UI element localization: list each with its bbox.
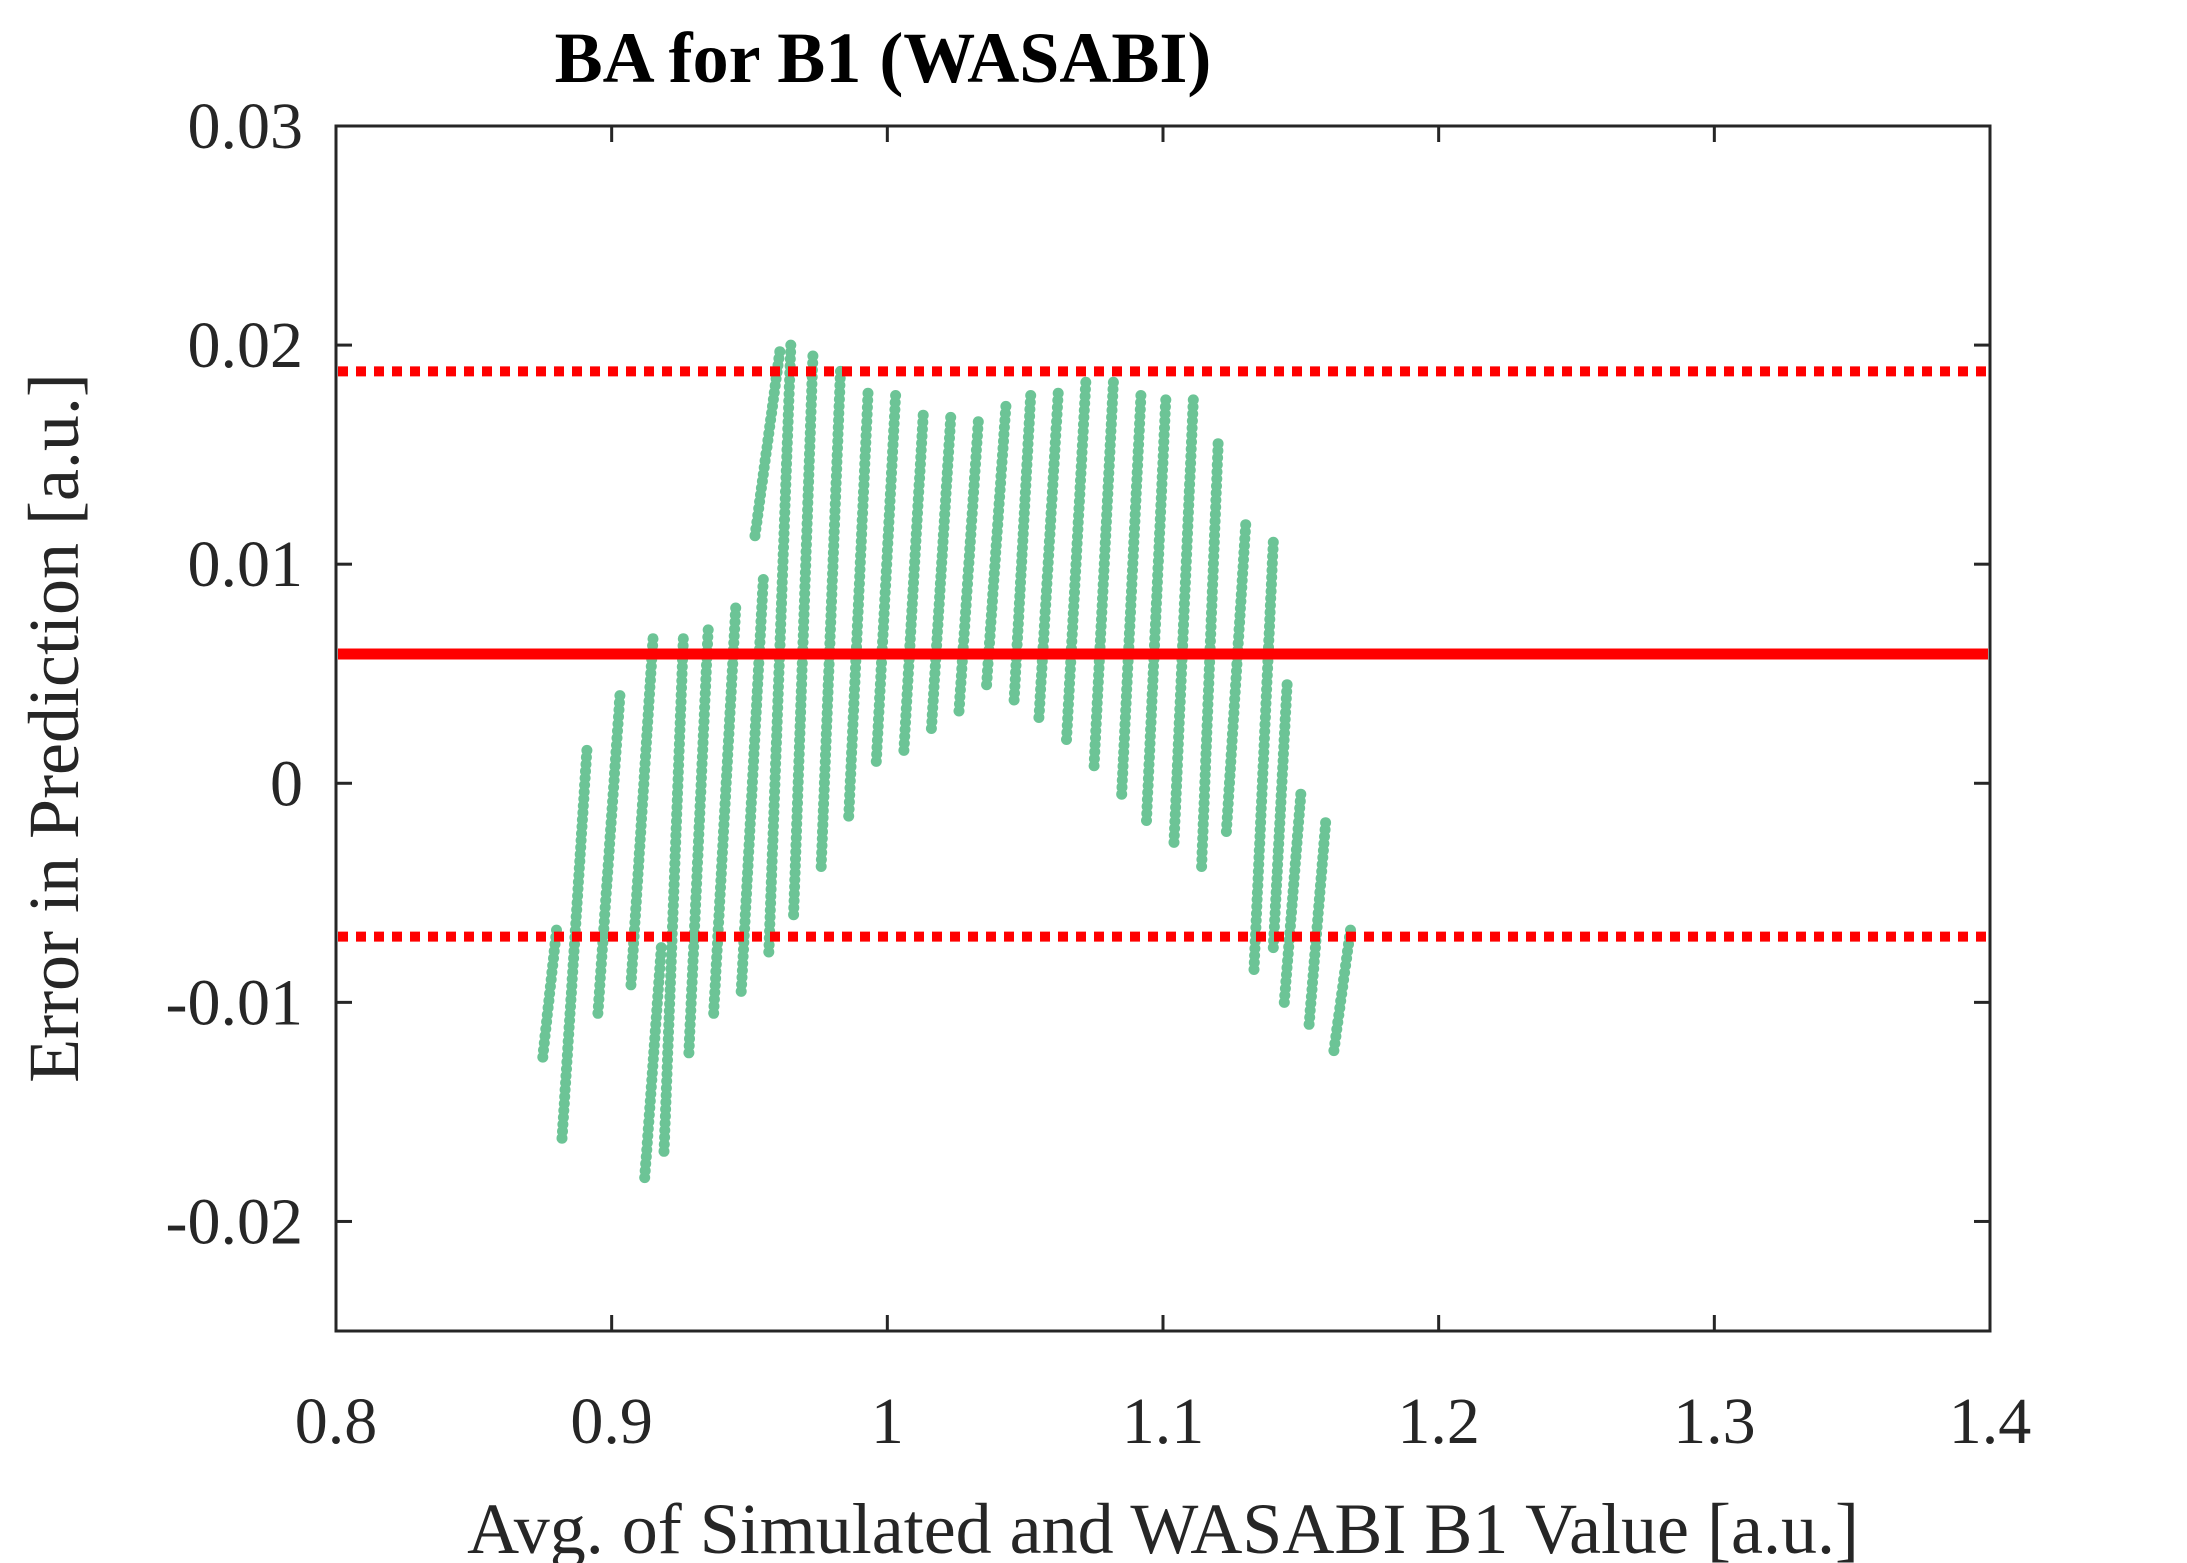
point-strand bbox=[1328, 924, 1356, 1057]
data-point bbox=[1320, 817, 1332, 829]
y-tick-label: 0.01 bbox=[188, 528, 304, 601]
y-tick-label: -0.02 bbox=[166, 1185, 303, 1258]
data-point bbox=[1267, 536, 1279, 548]
data-point bbox=[677, 633, 689, 645]
data-point bbox=[757, 574, 769, 585]
data-point bbox=[1160, 394, 1172, 406]
x-tick-label: 1.2 bbox=[1397, 1385, 1480, 1458]
x-axis-label: Avg. of Simulated and WASABI B1 Value [a… bbox=[467, 1489, 1859, 1563]
point-strand bbox=[1303, 817, 1332, 1030]
data-point bbox=[890, 390, 902, 401]
y-tick-label: 0.03 bbox=[188, 90, 304, 163]
point-strand bbox=[981, 400, 1012, 691]
data-point bbox=[1240, 519, 1252, 531]
data-point bbox=[614, 690, 626, 702]
point-strand bbox=[556, 744, 593, 1144]
data-point bbox=[647, 633, 659, 645]
point-strand bbox=[658, 633, 689, 1157]
data-point bbox=[730, 602, 742, 614]
data-point bbox=[1295, 788, 1307, 800]
x-tick-label: 0.8 bbox=[295, 1385, 378, 1458]
point-strand bbox=[1116, 390, 1147, 800]
reference-lines bbox=[338, 366, 1988, 942]
point-strand bbox=[953, 416, 984, 717]
data-point bbox=[581, 744, 593, 756]
point-strand bbox=[592, 690, 626, 1019]
point-strand bbox=[1088, 376, 1119, 772]
x-tick-label: 1 bbox=[871, 1385, 904, 1458]
y-axis-label: Error in Prediction [a.u.] bbox=[14, 373, 94, 1083]
point-strand bbox=[683, 624, 714, 1059]
y-tick-label: 0 bbox=[270, 747, 303, 820]
x-tick-label: 1.4 bbox=[1949, 1385, 2032, 1458]
point-strand bbox=[925, 411, 957, 734]
data-point bbox=[1025, 390, 1037, 401]
data-point bbox=[1187, 394, 1199, 406]
data-point bbox=[1281, 679, 1293, 691]
y-tick-label: -0.01 bbox=[166, 966, 303, 1039]
chart-title: BA for B1 (WASABI) bbox=[555, 18, 1212, 98]
point-strand bbox=[1033, 387, 1064, 723]
x-axis-ticks: 0.8 0.9 1 1.1 1.2 1.3 1.4 bbox=[295, 126, 2032, 1458]
data-points bbox=[537, 339, 1356, 1184]
x-tick-label: 1.1 bbox=[1122, 1385, 1205, 1458]
point-strand bbox=[708, 602, 742, 1019]
point-strand bbox=[870, 390, 902, 767]
y-axis-ticks: -0.02 -0.01 0 0.01 0.02 0.03 bbox=[166, 90, 1990, 1258]
point-strand bbox=[537, 924, 562, 1063]
data-point bbox=[972, 416, 984, 428]
data-point bbox=[945, 411, 957, 423]
point-strand bbox=[843, 387, 874, 822]
point-strand bbox=[1061, 376, 1092, 745]
point-strand bbox=[1008, 390, 1037, 706]
data-point bbox=[862, 387, 874, 399]
point-strand bbox=[1278, 788, 1307, 1008]
point-strand bbox=[763, 339, 797, 958]
data-point bbox=[1212, 438, 1224, 450]
data-point bbox=[1000, 400, 1012, 412]
point-strand bbox=[1220, 519, 1252, 837]
x-tick-label: 0.9 bbox=[570, 1385, 653, 1458]
point-strand bbox=[815, 365, 846, 872]
data-point bbox=[655, 942, 667, 954]
data-point bbox=[1052, 387, 1064, 399]
point-strand bbox=[1168, 394, 1199, 848]
data-point bbox=[774, 346, 786, 358]
data-point bbox=[1135, 390, 1147, 401]
point-strand bbox=[1267, 679, 1293, 954]
point-strand bbox=[898, 409, 929, 756]
point-strand bbox=[788, 350, 819, 921]
x-tick-label: 1.3 bbox=[1673, 1385, 1756, 1458]
plot-frame bbox=[334, 124, 1992, 1333]
y-tick-label: 0.02 bbox=[188, 309, 304, 382]
data-point bbox=[807, 350, 819, 362]
data-point bbox=[1107, 376, 1119, 388]
data-point bbox=[785, 339, 797, 351]
data-point bbox=[1080, 376, 1092, 388]
data-point bbox=[702, 624, 714, 636]
point-strand bbox=[1141, 394, 1172, 826]
data-point bbox=[917, 409, 929, 421]
point-strand bbox=[639, 942, 667, 1184]
